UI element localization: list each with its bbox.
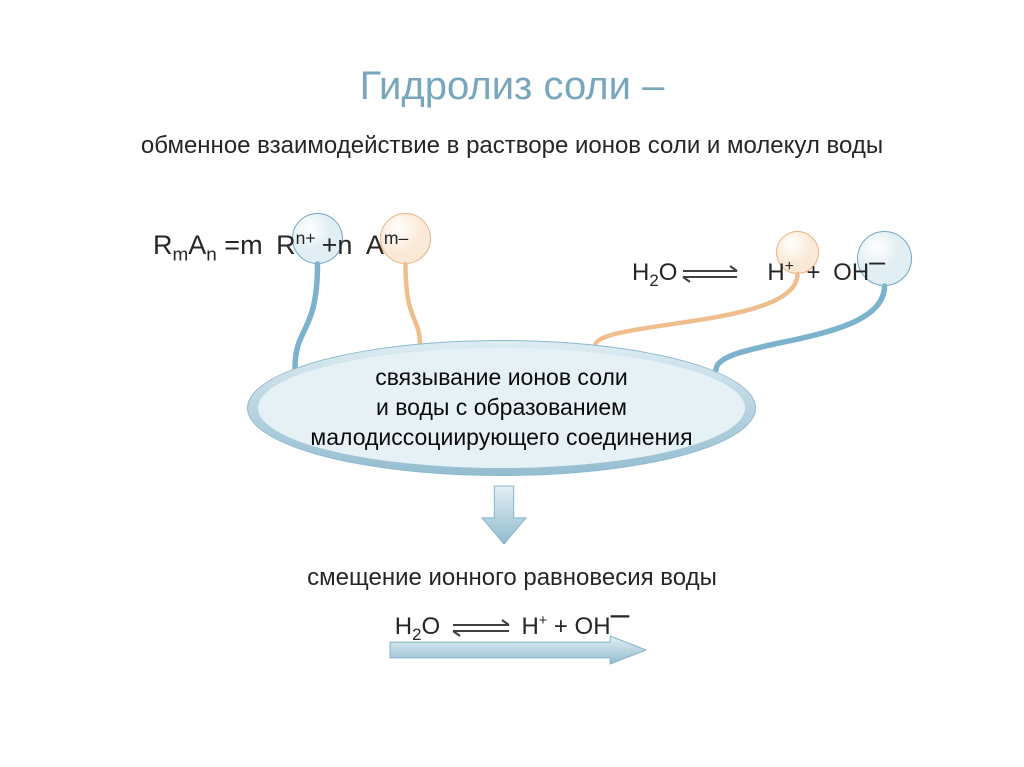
binding-text: связывание ионов солии воды с образовани… (310, 363, 692, 453)
binding-oval: связывание ионов солии воды с образовани… (258, 348, 745, 468)
diagram-canvas: Гидролиз соли – обменное взаимодействие … (0, 0, 1024, 767)
final-arrow (390, 636, 646, 664)
result-block: смещение ионного равновесия водыH2O H+ +… (0, 564, 1024, 645)
down-arrow (482, 486, 526, 544)
result-line1: смещение ионного равновесия воды (0, 564, 1024, 592)
